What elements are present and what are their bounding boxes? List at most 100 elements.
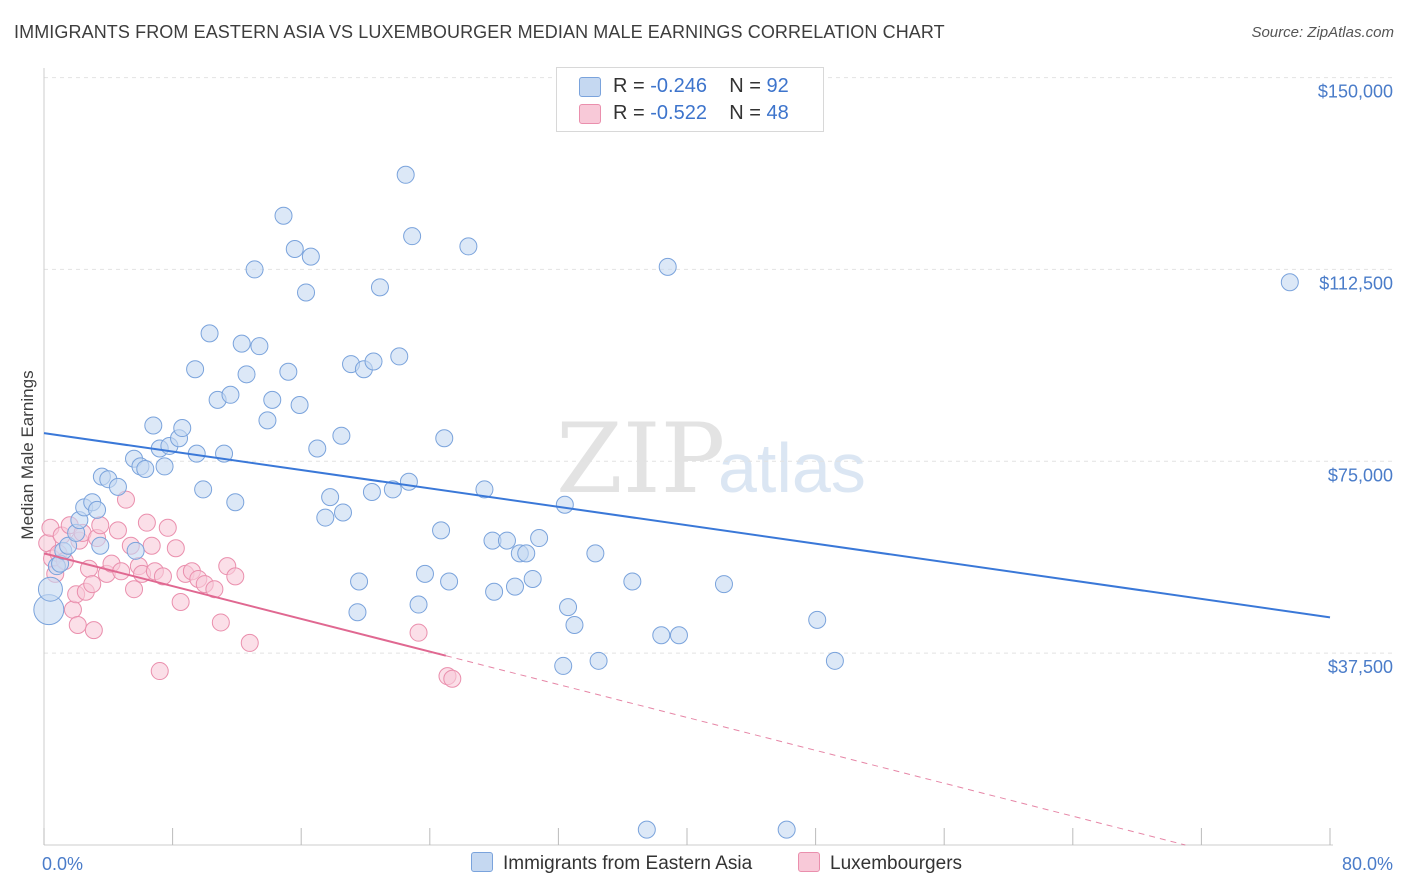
eastern-asia-point — [1280, 273, 1299, 292]
legend-row-luxembourgers: R = -0.522 N = 48 — [557, 101, 823, 127]
eastern-asia-point — [497, 531, 516, 550]
axes — [43, 68, 1333, 846]
eastern-asia-point — [245, 260, 264, 279]
bottom-legend-eastern-asia: Immigrants from Eastern Asia — [471, 852, 752, 875]
legend-r-label: R = — [613, 75, 645, 97]
eastern-asia-point — [297, 283, 316, 302]
eastern-asia-point — [144, 416, 163, 435]
eastern-asia-point — [290, 396, 309, 415]
trend-lines — [43, 432, 1331, 846]
eastern-asia-point — [301, 247, 320, 266]
luxembourgers-point — [443, 669, 462, 688]
eastern-asia-point — [126, 541, 145, 560]
x-tick-label-max: 80.0% — [1342, 854, 1393, 874]
eastern-asia-point — [333, 503, 352, 522]
eastern-asia-point — [88, 500, 107, 519]
eastern-asia-point — [440, 572, 459, 591]
eastern-asia-point — [348, 603, 367, 622]
eastern-asia-point — [637, 820, 656, 839]
eastern-asia-points — [33, 165, 1299, 839]
eastern-asia-point — [523, 569, 542, 588]
luxembourgers-point — [171, 592, 190, 611]
legend-r-value: -0.246 — [650, 75, 707, 97]
eastern-asia-point — [186, 360, 205, 379]
eastern-asia-point — [459, 237, 478, 256]
eastern-asia-point — [316, 508, 335, 527]
eastern-asia-point — [777, 820, 796, 839]
eastern-asia-point — [586, 544, 605, 563]
watermark-zip: ZIP — [556, 403, 725, 515]
luxembourgers-point — [409, 623, 428, 642]
eastern-asia-point — [390, 347, 409, 366]
luxembourgers-trend-extension — [445, 655, 1186, 846]
eastern-asia-point — [362, 482, 381, 501]
x-ticks — [43, 828, 1331, 845]
bottom-legend-label-blue: Immigrants from Eastern Asia — [503, 853, 753, 874]
luxembourgers-point — [84, 621, 103, 640]
legend-r-value: -0.522 — [650, 102, 707, 124]
luxembourgers-point — [166, 539, 185, 558]
eastern-asia-point — [517, 544, 536, 563]
eastern-asia-point — [59, 536, 78, 555]
eastern-asia-point — [91, 536, 110, 555]
luxembourgers-point — [226, 567, 245, 586]
eastern-asia-point — [221, 385, 240, 404]
x-tick-label-min: 0.0% — [42, 854, 83, 874]
chart-title: IMMIGRANTS FROM EASTERN ASIA VS LUXEMBOU… — [14, 22, 945, 42]
y-tick-label: $150,000 — [1318, 82, 1393, 102]
eastern-asia-point — [825, 651, 844, 670]
legend-text-blue: R = -0.246 N = 92 — [613, 75, 789, 98]
luxembourgers-trend-line — [43, 552, 447, 657]
legend-n-label: N = — [729, 75, 761, 97]
luxembourgers-point — [83, 575, 102, 594]
luxembourgers-point — [153, 567, 172, 586]
eastern-asia-point — [250, 337, 269, 356]
watermark: ZIP atlas — [556, 403, 866, 515]
eastern-asia-point — [37, 576, 63, 602]
eastern-asia-point — [435, 429, 454, 448]
eastern-asia-point — [383, 480, 402, 499]
eastern-asia-point — [285, 239, 304, 258]
legend-r-label: R = — [613, 102, 645, 124]
eastern-asia-point — [226, 493, 245, 512]
eastern-asia-point — [321, 488, 340, 507]
eastern-asia-point — [364, 352, 383, 371]
eastern-asia-point — [559, 598, 578, 617]
eastern-asia-point — [350, 572, 369, 591]
eastern-asia-point — [714, 575, 733, 594]
eastern-asia-point — [565, 616, 584, 635]
eastern-asia-point — [194, 480, 213, 499]
eastern-asia-point — [396, 165, 415, 184]
bottom-legend-luxembourgers: Luxembourgers — [798, 852, 962, 875]
luxembourgers-point — [240, 633, 259, 652]
eastern-asia-point — [409, 595, 428, 614]
eastern-asia-point — [554, 656, 573, 675]
luxembourgers-points — [38, 490, 462, 688]
eastern-asia-point — [485, 582, 504, 601]
eastern-asia-point — [332, 426, 351, 445]
eastern-asia-point — [279, 362, 298, 381]
luxembourgers-point — [63, 600, 82, 619]
legend-row-eastern-asia: R = -0.246 N = 92 — [557, 74, 823, 100]
bottom-legend-label-pink: Luxembourgers — [830, 853, 963, 874]
eastern-asia-point — [258, 411, 277, 430]
y-tick-label: $112,500 — [1319, 273, 1393, 293]
eastern-asia-point — [200, 324, 219, 343]
eastern-asia-point — [308, 439, 327, 458]
correlation-legend: R = -0.246 N = 92 R = -0.522 N = 48 — [556, 67, 824, 132]
legend-swatch-pink — [579, 104, 601, 124]
eastern-asia-point — [403, 227, 422, 246]
eastern-asia-point — [155, 457, 174, 476]
eastern-asia-point — [555, 495, 574, 514]
eastern-asia-point — [108, 477, 127, 496]
y-tick-label: $37,500 — [1328, 657, 1393, 677]
source-credit: Source: ZipAtlas.com — [1251, 24, 1394, 41]
legend-text-pink: R = -0.522 N = 48 — [613, 102, 789, 125]
eastern-asia-point — [370, 278, 389, 297]
legend-n-value: 92 — [766, 75, 789, 97]
eastern-asia-point — [432, 521, 451, 540]
eastern-asia-point — [808, 610, 827, 629]
luxembourgers-point — [68, 616, 87, 635]
eastern-asia-point — [173, 419, 192, 438]
